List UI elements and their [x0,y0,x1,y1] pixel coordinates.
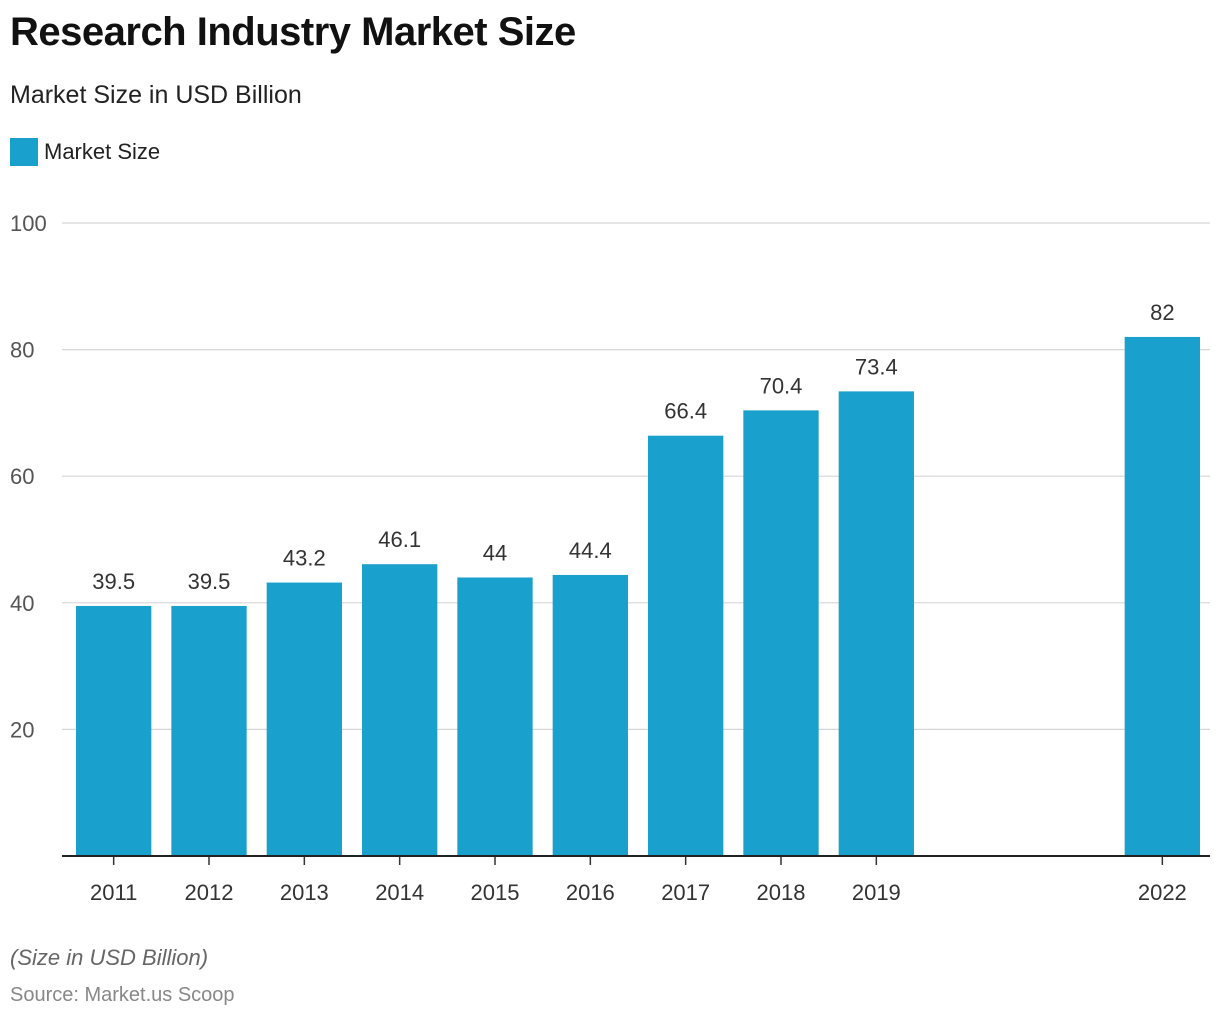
bar [552,574,628,856]
x-tick-label: 2012 [185,880,234,905]
x-tick-label: 2022 [1138,880,1187,905]
bar [457,577,533,856]
source-note: Source: Market.us Scoop [10,984,235,1006]
legend-label: Market Size [44,139,161,164]
bar-value-label: 44.4 [569,538,612,563]
footnote: (Size in USD Billion) [10,945,209,970]
bar-chart: 20 40 60 80 100 39.5 2011 39.5 2012 43.2 2013 46.1 2… [10,211,1210,905]
chart-subtitle: Market Size in USD Billion [10,81,302,109]
y-tick-label: 100 [10,211,47,236]
bar [648,435,724,856]
y-tick-label: 60 [10,464,34,489]
chart-title: Research Industry Market Size [10,10,576,54]
bar [266,582,342,856]
bar-value-label: 82 [1150,300,1174,325]
x-tick-label: 2016 [566,880,615,905]
x-tick-label: 2013 [280,880,329,905]
bar [743,410,819,856]
bar [362,564,438,856]
x-tick-label: 2015 [471,880,520,905]
bar [1124,336,1200,856]
x-tick-label: 2014 [375,880,424,905]
bar-value-label: 73.4 [855,354,898,379]
x-tick-label: 2017 [661,880,710,905]
bar-value-label: 44 [483,540,507,565]
x-tick-label: 2018 [757,880,806,905]
bar-value-label: 43.2 [283,546,326,571]
bar-value-label: 66.4 [664,399,707,424]
legend-swatch [10,138,38,166]
bar [76,605,152,856]
y-tick-label: 40 [10,591,34,616]
bar-value-label: 39.5 [188,569,231,594]
y-tick-label: 80 [10,338,34,363]
bar [171,605,247,856]
chart-legend: Market Size [10,138,160,166]
bar [838,391,914,856]
bar-value-label: 46.1 [378,527,421,552]
bar-value-label: 39.5 [92,569,135,594]
x-tick-label: 2011 [90,880,137,905]
y-tick-label: 20 [10,717,34,742]
x-tick-label: 2019 [852,880,901,905]
bar-value-label: 70.4 [760,373,803,398]
